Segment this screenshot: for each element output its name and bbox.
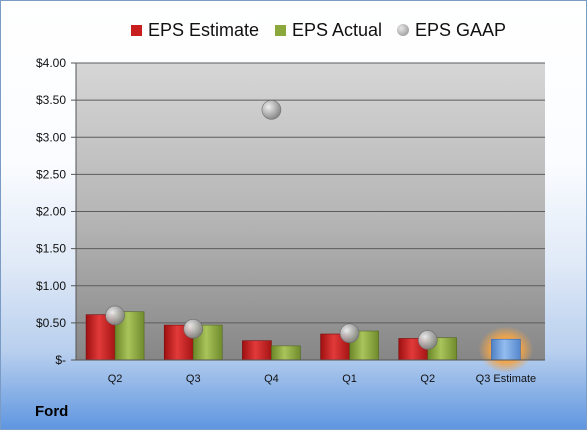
bar-eps-actual [192, 324, 223, 361]
gaap-dot [261, 99, 282, 120]
bar-eps-actual [271, 345, 301, 361]
estimate-swatch-icon [131, 24, 142, 36]
y-axis: $- $0.50 $1.00 $1.50 $2.00 $2.50 $3.00 $3.50 $4.… [36, 56, 77, 367]
legend-item-estimate: EPS Estimate [131, 17, 259, 43]
x-tick-label: Q2 [420, 373, 435, 385]
legend-label: EPS Estimate [148, 19, 260, 40]
gaap-dot-icon [397, 24, 409, 36]
legend-label: EPS GAAP [415, 19, 507, 40]
legend: EPS Estimate EPS Actual EPS GAAP [1, 17, 587, 43]
x-tick-label: Q4 [264, 373, 279, 385]
y-tick-label: $4.00 [36, 56, 66, 70]
y-tick-label: $2.00 [36, 205, 66, 219]
x-axis: Q2 Q3 Q4 Q1 Q2 Q3 Estimate [76, 359, 545, 385]
gaap-dots [105, 99, 438, 350]
legend-item-gaap: EPS GAAP [397, 17, 506, 43]
y-tick-label: $- [55, 353, 66, 367]
y-tick-label: $1.50 [36, 242, 66, 256]
y-tick-label: $1.00 [36, 279, 66, 293]
company-name: Ford [35, 403, 69, 420]
gaap-dot [339, 323, 360, 344]
y-tick-label: $3.50 [36, 93, 66, 107]
bar-q3-estimate [491, 338, 521, 361]
y-tick-label: $3.00 [36, 130, 66, 144]
bar-eps-estimate [242, 340, 272, 361]
x-tick-label: Q3 [186, 373, 201, 385]
gaap-dot [417, 330, 438, 350]
y-tick-label: $2.50 [36, 167, 66, 181]
bars [85, 311, 534, 374]
x-tick-label: Q3 Estimate [476, 373, 537, 385]
legend-label: EPS Actual [292, 19, 383, 40]
actual-swatch-icon [275, 24, 286, 36]
x-tick-label: Q1 [342, 373, 357, 385]
gaap-dot [183, 319, 204, 339]
y-tick-label: $0.50 [36, 316, 66, 330]
legend-item-actual: EPS Actual [275, 17, 382, 43]
gaap-dot [105, 305, 125, 326]
x-tick-label: Q2 [108, 373, 123, 385]
